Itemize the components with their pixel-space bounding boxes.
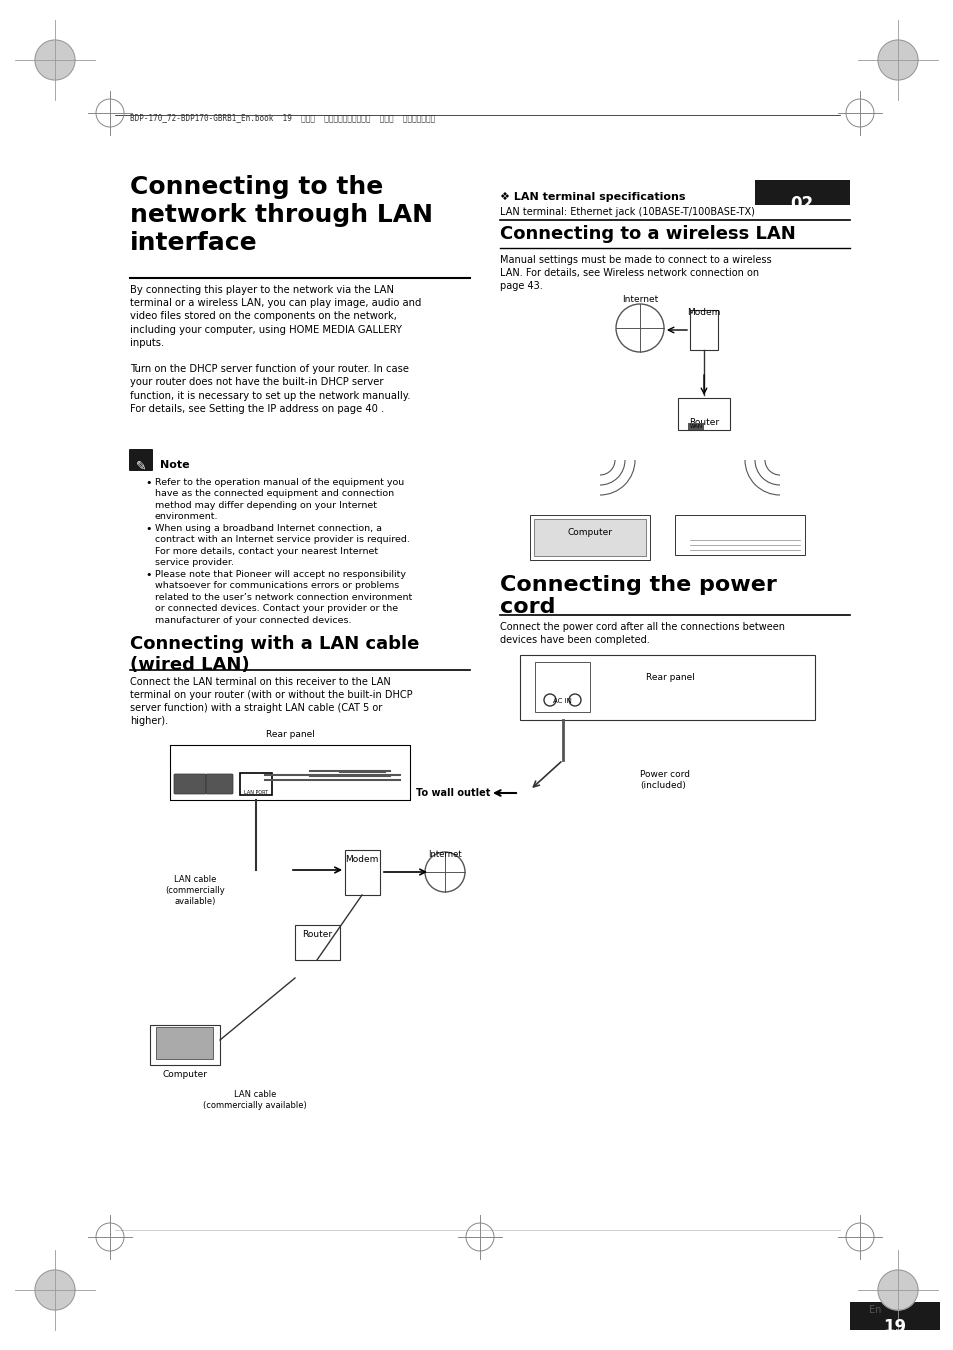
Text: Connecting the power
cord: Connecting the power cord: [499, 575, 776, 617]
Text: Rear panel: Rear panel: [265, 730, 314, 738]
Text: Refer to the operation manual of the equipment you
have as the connected equipme: Refer to the operation manual of the equ…: [154, 478, 404, 521]
Text: When using a broadband Internet connection, a
contract with an Internet service : When using a broadband Internet connecti…: [154, 524, 410, 567]
Polygon shape: [35, 40, 75, 80]
FancyBboxPatch shape: [530, 514, 649, 560]
Text: Modem: Modem: [345, 855, 378, 864]
FancyBboxPatch shape: [129, 450, 152, 471]
Text: Rear panel: Rear panel: [645, 674, 694, 682]
FancyBboxPatch shape: [206, 774, 233, 794]
Text: Connecting to the
network through LAN
interface: Connecting to the network through LAN in…: [130, 176, 433, 255]
FancyBboxPatch shape: [173, 774, 206, 794]
FancyBboxPatch shape: [240, 774, 272, 795]
FancyBboxPatch shape: [156, 1027, 213, 1058]
FancyBboxPatch shape: [345, 850, 379, 895]
FancyBboxPatch shape: [534, 518, 645, 556]
Text: Router: Router: [688, 418, 719, 427]
Text: Computer: Computer: [162, 1071, 208, 1079]
Text: Please note that Pioneer will accept no responsibility
whatsoever for communicat: Please note that Pioneer will accept no …: [154, 570, 412, 625]
Polygon shape: [877, 1270, 917, 1310]
Text: BDP-170_72-BDP170-GBRB1_En.book  19  ページ  ２０１４年３月２８日  金曜日  午前９時２６分: BDP-170_72-BDP170-GBRB1_En.book 19 ページ ２…: [130, 113, 435, 122]
Text: •: •: [145, 524, 152, 535]
Text: Computer: Computer: [567, 528, 612, 537]
Polygon shape: [877, 40, 917, 80]
Text: Manual settings must be made to connect to a wireless
LAN. For details, see Wire: Manual settings must be made to connect …: [499, 255, 771, 292]
FancyBboxPatch shape: [678, 398, 729, 431]
Text: Internet: Internet: [428, 850, 461, 859]
Polygon shape: [35, 1270, 75, 1310]
FancyBboxPatch shape: [849, 1301, 939, 1330]
FancyBboxPatch shape: [294, 925, 339, 960]
Text: Power cord
(included): Power cord (included): [639, 769, 689, 790]
Text: Connecting with a LAN cable
(wired LAN): Connecting with a LAN cable (wired LAN): [130, 634, 419, 674]
Text: 19: 19: [882, 1318, 905, 1336]
FancyBboxPatch shape: [170, 745, 410, 801]
Text: ✎: ✎: [135, 460, 146, 472]
Text: Router: Router: [301, 930, 332, 940]
Text: Internet: Internet: [621, 296, 658, 304]
Text: •: •: [145, 478, 152, 487]
Text: LAN terminal: Ethernet jack (10BASE-T/100BASE-TX): LAN terminal: Ethernet jack (10BASE-T/10…: [499, 207, 754, 217]
Text: WAN: WAN: [689, 424, 701, 429]
FancyBboxPatch shape: [689, 310, 718, 350]
Text: Connect the power cord after all the connections between
devices have been compl: Connect the power cord after all the con…: [499, 622, 784, 645]
FancyBboxPatch shape: [150, 1025, 220, 1065]
Text: 02: 02: [790, 194, 813, 213]
Text: Note: Note: [160, 460, 190, 470]
Text: Connect the LAN terminal on this receiver to the LAN
terminal on your router (wi: Connect the LAN terminal on this receive…: [130, 676, 413, 726]
Text: •: •: [145, 570, 152, 580]
Text: Modem: Modem: [686, 308, 720, 317]
Text: LAN cable
(commercially available): LAN cable (commercially available): [203, 1089, 307, 1110]
FancyBboxPatch shape: [519, 655, 814, 720]
Text: LAN cable
(commercially
available): LAN cable (commercially available): [165, 875, 225, 906]
FancyBboxPatch shape: [754, 180, 849, 205]
FancyBboxPatch shape: [675, 514, 804, 555]
Text: En: En: [868, 1305, 881, 1315]
Text: AC IN: AC IN: [552, 698, 571, 703]
Text: ❖ LAN terminal specifications: ❖ LAN terminal specifications: [499, 192, 685, 202]
Text: LAN PORT: LAN PORT: [244, 790, 268, 795]
Text: Connecting to a wireless LAN: Connecting to a wireless LAN: [499, 225, 795, 243]
FancyBboxPatch shape: [535, 662, 589, 711]
Text: By connecting this player to the network via the LAN
terminal or a wireless LAN,: By connecting this player to the network…: [130, 285, 421, 414]
Text: To wall outlet: To wall outlet: [416, 788, 490, 798]
